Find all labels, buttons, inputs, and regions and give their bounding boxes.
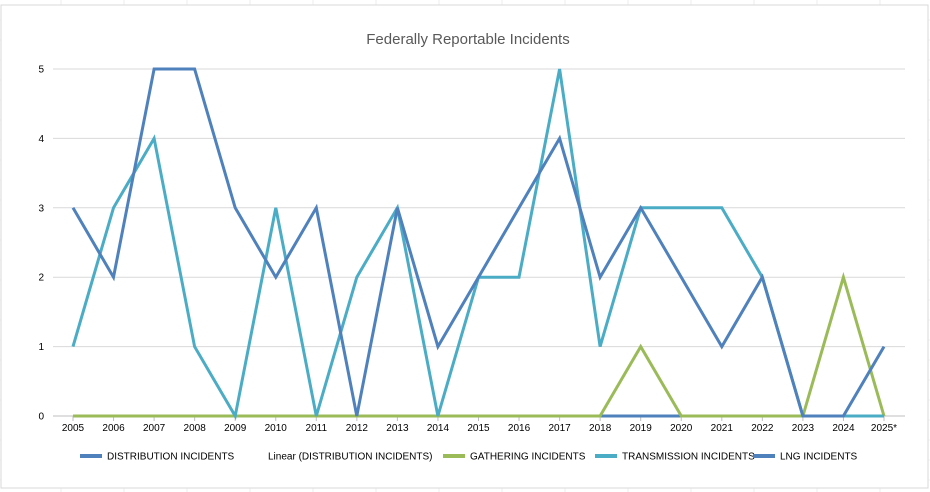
x-tick-label: 2019 [630, 423, 653, 434]
x-tick-label: 2016 [508, 423, 531, 434]
x-tick-label: 2012 [346, 423, 369, 434]
y-tick-label: 3 [38, 203, 44, 214]
x-tick-label: 2023 [792, 423, 815, 434]
x-tick-label: 2006 [102, 423, 125, 434]
y-tick-label: 1 [38, 342, 44, 353]
x-tick-label: 2014 [427, 423, 450, 434]
y-tick-label: 5 [38, 65, 44, 76]
x-axis-ticks: 2005 2006 2007 2008 2009 2010 2011 2012 2013 2014… [62, 416, 897, 434]
y-axis-ticks: 0 1 2 3 4 5 [38, 65, 44, 423]
legend: DISTRIBUTION INCIDENTS Linear (DISTRIBUTI… [80, 452, 858, 463]
x-tick-label: 2013 [386, 423, 409, 434]
x-tick-label: 2009 [224, 423, 247, 434]
legend-label-lng-incidents: LNG INCIDENTS [780, 452, 858, 463]
series-line-distribution-incidents [71, 67, 886, 418]
chart-border [0, 4, 929, 489]
x-tick-label: 2010 [265, 423, 288, 434]
legend-label-transmission-incidents: TRANSMISSION INCIDENTS [622, 452, 755, 463]
legend-label-gathering-incidents: GATHERING INCIDENTS [470, 452, 586, 463]
x-tick-label: 2018 [589, 423, 612, 434]
x-tick-label: 2017 [548, 423, 571, 434]
x-tick-label: 2015 [467, 423, 490, 434]
chart-title: Federally Reportable Incidents [366, 31, 569, 48]
x-tick-label: 2020 [670, 423, 693, 434]
x-tick-label: 2011 [306, 423, 328, 434]
y-tick-label: 4 [38, 134, 44, 145]
x-tick-label: 2008 [184, 423, 207, 434]
x-tick-label: 2007 [143, 423, 166, 434]
x-tick-label: 2024 [832, 423, 855, 434]
x-tick-label: 2005 [62, 423, 85, 434]
legend-label-distribution-incidents: DISTRIBUTION INCIDENTS [107, 452, 235, 463]
x-tick-label: 2021 [711, 423, 734, 434]
series-lines [71, 67, 886, 421]
legend-label-linear-distribution-incidents: Linear (DISTRIBUTION INCIDENTS) [268, 452, 432, 463]
series-line-gathering-incidents [73, 271, 886, 418]
x-tick-label: 2022 [751, 423, 774, 434]
x-tick-label: 2025* [871, 423, 897, 434]
y-tick-label: 0 [38, 412, 44, 423]
y-tick-label: 2 [38, 273, 44, 284]
